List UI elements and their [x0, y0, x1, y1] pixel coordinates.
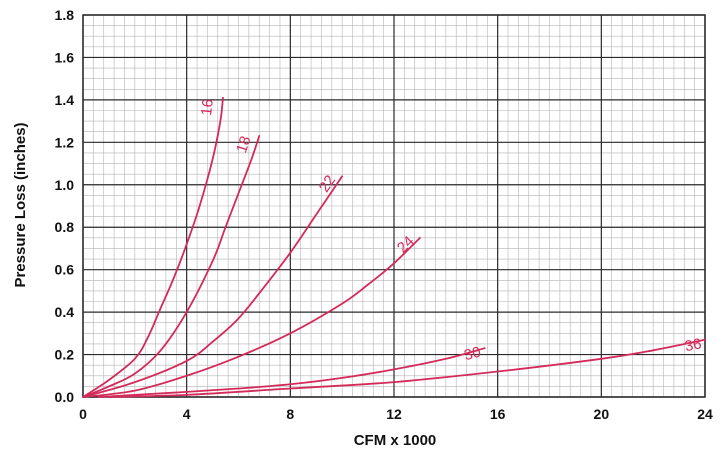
y-tick-label: 0.8 — [55, 219, 75, 235]
x-tick-label: 16 — [490, 406, 506, 422]
curves — [82, 96, 706, 398]
y-tick-label: 1.2 — [55, 134, 75, 150]
x-tick-label: 12 — [386, 406, 402, 422]
x-axis-title: CFM x 1000 — [354, 432, 437, 449]
curve-16 — [82, 96, 224, 398]
y-tick-labels: 0.0 0.2 0.4 0.6 0.8 1.0 1.2 1.4 1.6 1.8 — [55, 7, 75, 405]
curve-label-24: 24 — [394, 233, 418, 257]
x-tick-label: 4 — [183, 406, 191, 422]
y-tick-label: 0.2 — [55, 347, 75, 363]
curve-label-30: 30 — [462, 343, 483, 364]
curve-24 — [82, 236, 421, 398]
x-tick-label: 0 — [79, 406, 87, 422]
curve-label-18: 18 — [233, 134, 254, 155]
y-tick-label: 1.4 — [55, 92, 75, 108]
x-tick-label: 20 — [594, 406, 610, 422]
y-tick-label: 0.0 — [55, 389, 75, 405]
curve-labels: 16 18 22 24 30 36 — [198, 98, 703, 364]
plot-frame — [82, 14, 706, 398]
curve-label-22: 22 — [316, 172, 339, 195]
y-tick-label: 1.8 — [55, 7, 75, 23]
y-axis-title: Pressure Loss (inches) — [12, 122, 29, 287]
curve-label-16: 16 — [198, 98, 217, 116]
x-tick-labels: 0 4 8 12 16 20 24 — [79, 406, 713, 422]
x-tick-label: 8 — [286, 406, 294, 422]
curve-18 — [82, 135, 261, 398]
curve-36 — [108, 338, 706, 398]
curve-22 — [82, 175, 344, 398]
curve-label-36: 36 — [683, 335, 703, 355]
y-tick-label: 1.6 — [55, 49, 75, 65]
y-tick-label: 1.0 — [55, 177, 75, 193]
y-tick-label: 0.6 — [55, 262, 75, 278]
x-tick-label: 24 — [697, 406, 713, 422]
curve-30 — [97, 347, 486, 398]
y-tick-label: 0.4 — [55, 304, 75, 320]
